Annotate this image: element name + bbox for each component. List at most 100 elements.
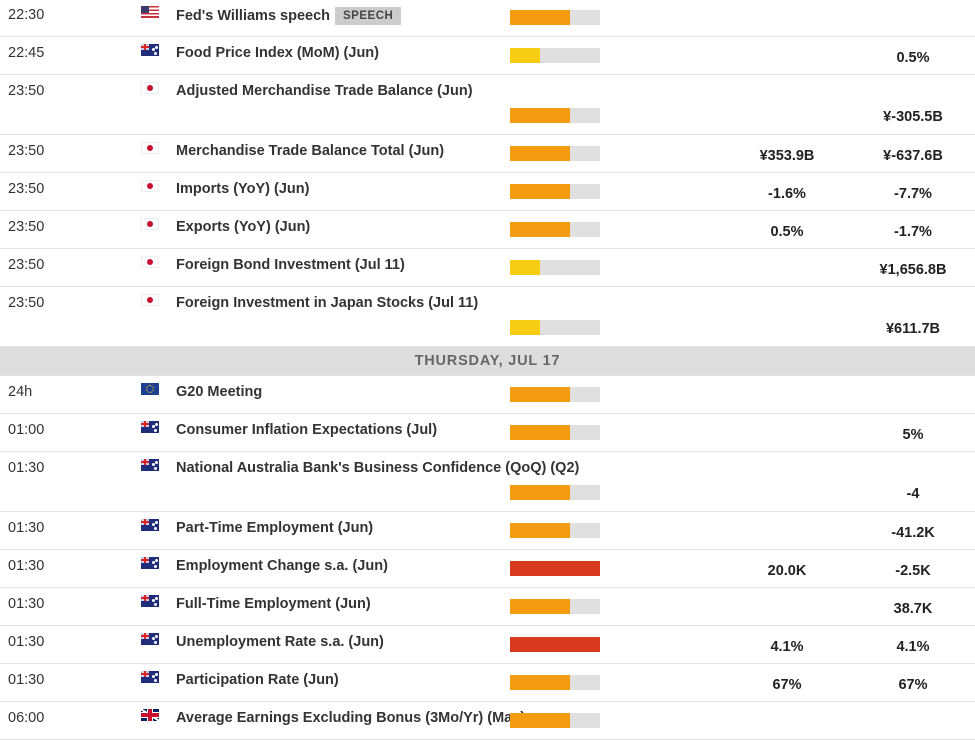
impact-fill <box>510 48 540 63</box>
event-time: 23:50 <box>8 219 45 235</box>
previous-value: -7.7% <box>894 186 932 202</box>
impact-bar <box>510 320 600 335</box>
event-row: 01:30 Part-Time Employment (Jun) -41.2K <box>0 512 975 550</box>
impact-bar <box>510 637 600 652</box>
impact-bar <box>510 561 600 576</box>
event-row: 06:00 Average Earnings Excluding Bonus (3… <box>0 702 975 740</box>
event-name: Employment Change s.a. (Jun) <box>176 558 388 574</box>
country-flag <box>141 294 159 306</box>
country-flag <box>141 557 159 569</box>
consensus-value: ¥353.9B <box>759 148 815 164</box>
event-time: 23:50 <box>8 295 45 311</box>
event-name: Foreign Investment in Japan Stocks (Jul … <box>176 295 478 311</box>
event-title[interactable]: Average Earnings Excluding Bonus (3Mo/Yr… <box>176 710 526 726</box>
event-title[interactable]: National Australia Bank's Business Confi… <box>176 460 580 476</box>
event-title[interactable]: Foreign Bond Investment (Jul 11) <box>176 257 405 273</box>
previous-value: -2.5K <box>895 563 931 579</box>
event-row: 01:30 National Australia Bank's Business … <box>0 452 975 512</box>
event-row: 01:00 Consumer Inflation Expectations (Ju… <box>0 414 975 452</box>
impact-bar <box>510 713 600 728</box>
previous-value: 5% <box>902 427 924 443</box>
country-flag <box>141 82 159 94</box>
country-flag <box>141 6 159 18</box>
event-name: Exports (YoY) (Jun) <box>176 219 310 235</box>
event-row: 01:30 Employment Change s.a. (Jun) 20.0K -2… <box>0 550 975 588</box>
event-name: National Australia Bank's Business Confi… <box>176 460 579 476</box>
event-title[interactable]: Employment Change s.a. (Jun) <box>176 558 388 574</box>
previous-value: ¥1,656.8B <box>879 262 947 278</box>
event-title[interactable]: Full-Time Employment (Jun) <box>176 596 371 612</box>
impact-bar <box>510 146 600 161</box>
event-title[interactable]: Imports (YoY) (Jun) <box>176 181 310 197</box>
event-name: Part-Time Employment (Jun) <box>176 520 373 536</box>
country-flag <box>141 383 159 395</box>
impact-fill <box>510 675 570 690</box>
event-row: 23:50 Foreign Bond Investment (Jul 11) ¥1,… <box>0 249 975 287</box>
event-time: 23:50 <box>8 83 45 99</box>
event-row: 01:30 Unemployment Rate s.a. (Jun) 4.1% 4.1… <box>0 626 975 664</box>
event-name: Consumer Inflation Expectations (Jul) <box>176 422 437 438</box>
country-flag <box>141 633 159 645</box>
event-name: Imports (YoY) (Jun) <box>176 181 309 197</box>
previous-value: -4 <box>906 486 920 502</box>
impact-fill <box>510 713 570 728</box>
consensus-value: 20.0K <box>767 563 807 579</box>
impact-fill <box>510 561 600 576</box>
event-title[interactable]: Adjusted Merchandise Trade Balance (Jun) <box>176 83 473 99</box>
impact-bar <box>510 10 600 25</box>
event-row: 23:50 Exports (YoY) (Jun) 0.5% -1.7% <box>0 211 975 249</box>
impact-bar <box>510 48 600 63</box>
impact-fill <box>510 184 570 199</box>
event-row: 22:30 Fed's Williams speech SPEECH <box>0 0 975 37</box>
consensus-value: 67% <box>772 677 802 693</box>
event-name: Unemployment Rate s.a. (Jun) <box>176 634 384 650</box>
previous-value: -41.2K <box>891 525 935 541</box>
event-title[interactable]: Part-Time Employment (Jun) <box>176 520 374 536</box>
event-name: Full-Time Employment (Jun) <box>176 596 371 612</box>
impact-bar <box>510 523 600 538</box>
event-time: 22:45 <box>8 45 45 61</box>
impact-fill <box>510 425 570 440</box>
impact-bar <box>510 260 600 275</box>
event-name: Merchandise Trade Balance Total (Jun) <box>176 143 444 159</box>
impact-fill <box>510 10 570 25</box>
impact-bar <box>510 222 600 237</box>
event-title[interactable]: Consumer Inflation Expectations (Jul) <box>176 422 438 438</box>
event-time: 01:30 <box>8 460 45 476</box>
previous-value: ¥611.7B <box>885 321 941 337</box>
event-tag: SPEECH <box>335 7 402 25</box>
event-title[interactable]: Unemployment Rate s.a. (Jun) <box>176 634 384 650</box>
event-time: 01:30 <box>8 520 45 536</box>
impact-fill <box>510 599 570 614</box>
impact-fill <box>510 146 570 161</box>
event-time: 23:50 <box>8 257 45 273</box>
event-title[interactable]: Merchandise Trade Balance Total (Jun) <box>176 143 445 159</box>
event-row: 01:30 Participation Rate (Jun) 67% 67% <box>0 664 975 702</box>
country-flag <box>141 142 159 154</box>
event-title[interactable]: Food Price Index (MoM) (Jun) <box>176 45 379 61</box>
impact-fill <box>510 387 570 402</box>
event-row: 23:50 Adjusted Merchandise Trade Balance … <box>0 75 975 135</box>
event-title[interactable]: Exports (YoY) (Jun) <box>176 219 311 235</box>
event-time: 06:00 <box>8 710 45 726</box>
country-flag <box>141 256 159 268</box>
previous-value: -1.7% <box>894 224 932 240</box>
impact-fill <box>510 260 540 275</box>
impact-bar <box>510 108 600 123</box>
event-title[interactable]: Fed's Williams speech <box>176 7 331 24</box>
country-flag <box>141 671 159 683</box>
consensus-value: 4.1% <box>770 639 804 655</box>
event-time: 01:30 <box>8 634 45 650</box>
event-row: 01:30 Full-Time Employment (Jun) 38.7K <box>0 588 975 626</box>
event-row: 24h G20 Meeting <box>0 376 975 414</box>
event-name: G20 Meeting <box>176 384 262 400</box>
event-title[interactable]: G20 Meeting <box>176 384 263 400</box>
event-title[interactable]: Foreign Investment in Japan Stocks (Jul … <box>176 295 479 311</box>
event-name: Average Earnings Excluding Bonus (3Mo/Yr… <box>176 710 525 726</box>
event-title[interactable]: Participation Rate (Jun) <box>176 672 339 688</box>
event-name: Foreign Bond Investment (Jul 11) <box>176 257 405 273</box>
impact-bar <box>510 675 600 690</box>
impact-bar <box>510 425 600 440</box>
event-name: Fed's Williams speech SPEECH <box>176 7 402 25</box>
country-flag <box>141 595 159 607</box>
